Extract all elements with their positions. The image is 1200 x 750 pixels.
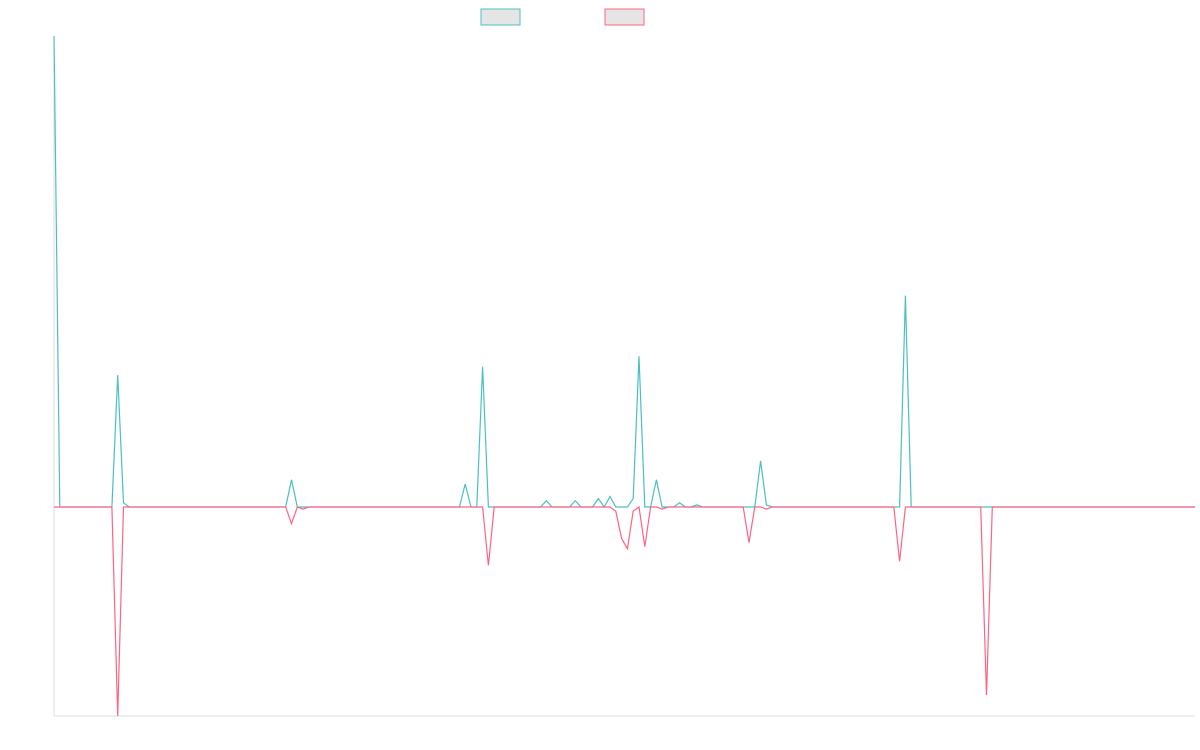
- legend-swatch-1: [480, 8, 521, 26]
- legend-swatch-2: [604, 8, 645, 26]
- series-line-1: [53, 35, 1195, 509]
- legend: [480, 8, 645, 26]
- series-layer: [53, 35, 1195, 717]
- axes: [53, 36, 1195, 717]
- series-line-2: [54, 505, 1195, 717]
